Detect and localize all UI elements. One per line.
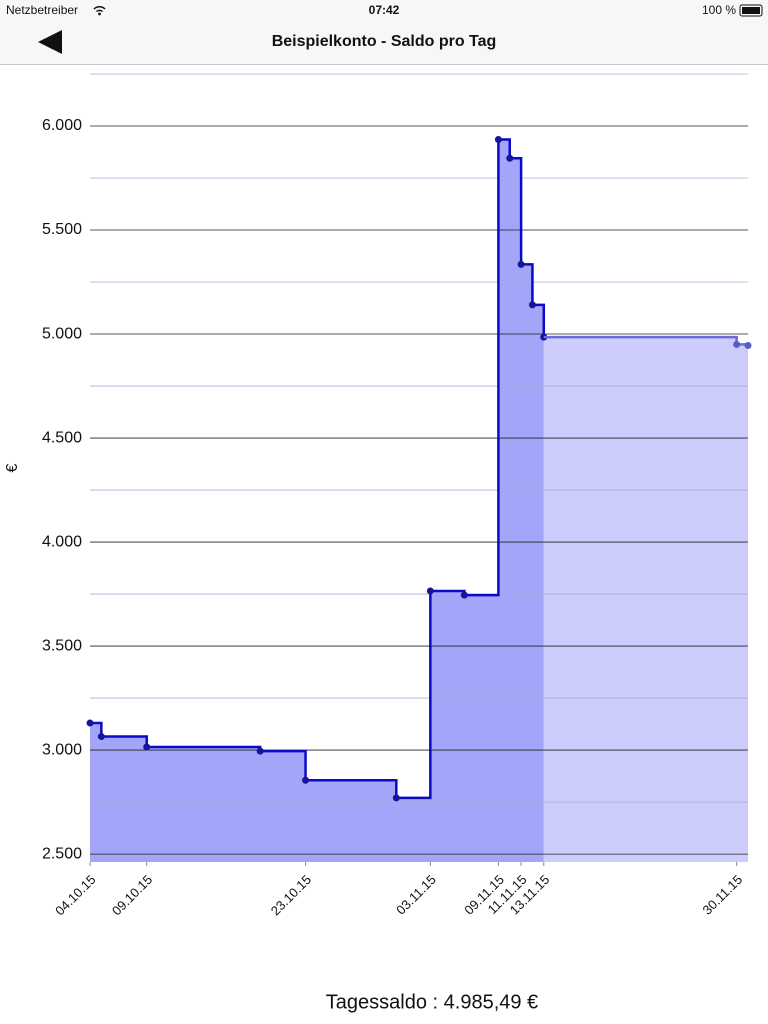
balance-point — [143, 743, 151, 751]
balance-point — [302, 776, 310, 784]
balance-point — [86, 719, 94, 727]
x-tick-label: 30.11.15 — [699, 872, 745, 918]
top-bar — [0, 0, 768, 64]
x-tick-label: 03.11.15 — [393, 872, 439, 918]
balance-area — [90, 139, 544, 863]
nav-title: Beispielkonto - Saldo pro Tag — [272, 33, 497, 50]
balance-point — [392, 794, 400, 802]
balance-point — [744, 341, 752, 349]
balance-point — [733, 340, 741, 348]
y-tick-label: 5.500 — [42, 221, 82, 238]
x-tick-label: 04.10.15 — [52, 872, 98, 918]
balance-point — [426, 587, 434, 595]
battery-icon — [739, 4, 763, 17]
y-tick-label: 3.000 — [42, 741, 82, 758]
carrier: Netzbetreiber — [6, 3, 78, 17]
battery-fill — [742, 7, 760, 14]
y-tick-label: 4.000 — [42, 533, 82, 550]
daily-balance: Tagessaldo : 4.985,49 € — [326, 991, 538, 1013]
back-button[interactable] — [38, 30, 62, 54]
x-tick-label: 23.10.15 — [268, 872, 314, 918]
y-tick-label: 6.000 — [42, 117, 82, 134]
balance-point — [528, 301, 536, 309]
battery-level: 100 % — [702, 3, 736, 17]
wifi-dot — [98, 12, 101, 16]
wifi-icon — [93, 6, 106, 13]
balance-point — [97, 733, 105, 741]
y-tick-label: 2.500 — [42, 845, 82, 862]
balance-point — [460, 591, 468, 599]
balance-point — [506, 154, 514, 162]
balance-point — [494, 136, 502, 144]
clock: 07:42 — [369, 3, 400, 17]
y-tick-label: 3.500 — [42, 637, 82, 654]
y-tick-label: 4.500 — [42, 429, 82, 446]
y-tick-label: 5.000 — [42, 325, 82, 342]
balance-point — [517, 260, 525, 268]
balance-area — [543, 337, 748, 862]
balance-point — [256, 747, 264, 755]
y-axis-label: € — [4, 463, 21, 472]
x-tick-label: 09.10.15 — [109, 872, 155, 918]
